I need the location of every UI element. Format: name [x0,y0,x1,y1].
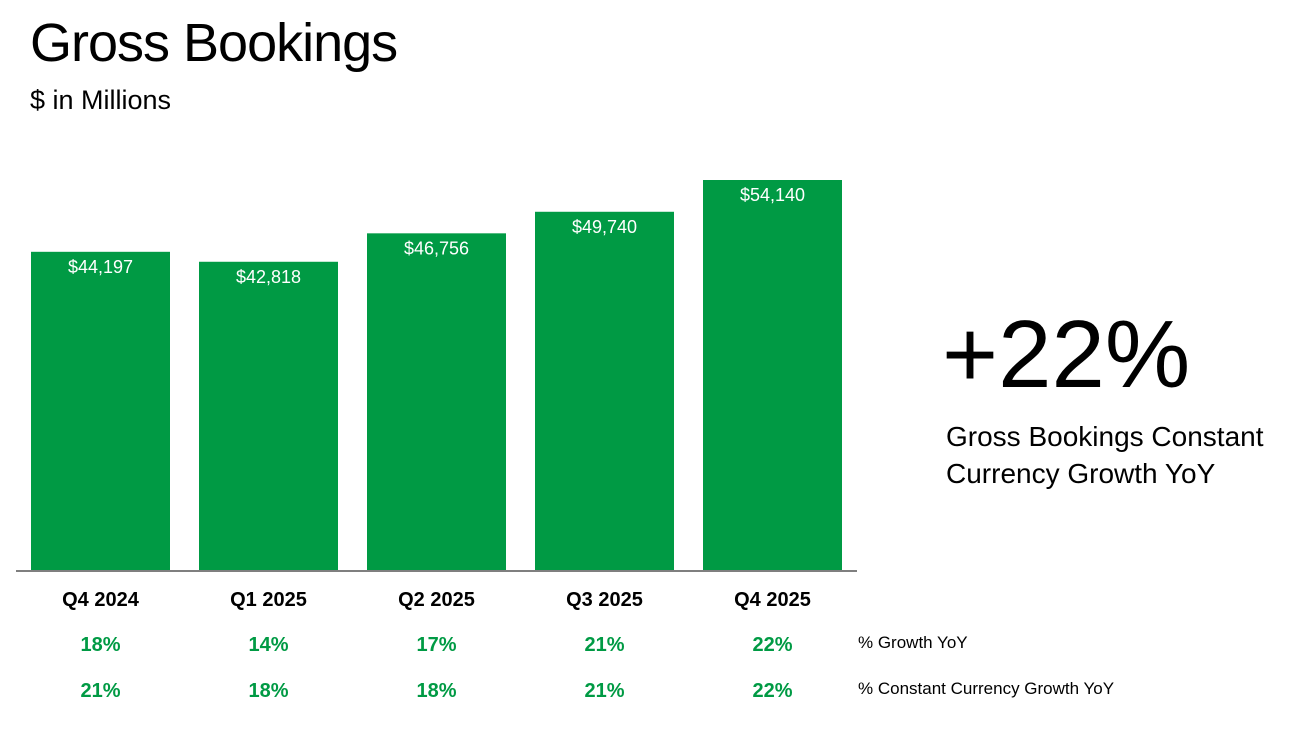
bar-value-label: $44,197 [68,257,133,277]
bar [703,180,842,571]
x-tick-label: Q4 2025 [734,589,811,611]
page-subtitle: $ in Millions [30,85,172,115]
bar [367,233,506,571]
bar-value-label: $49,740 [572,217,637,237]
cc-growth-yoy-value: 18% [416,680,456,702]
cc-growth-yoy-value: 21% [584,680,624,702]
growth-yoy-value: 18% [80,634,120,656]
bar [31,251,170,571]
kpi-label: Gross Bookings Constant Currency Growth … [946,421,1264,489]
x-tick-label: Q1 2025 [230,589,307,611]
x-tick-label: Q3 2025 [566,589,643,611]
cc-growth-yoy-value: 21% [80,680,120,702]
growth-yoy-value: 17% [416,634,456,656]
growth-yoy-value: 22% [752,634,792,656]
bar [535,211,674,572]
x-tick-label: Q4 2024 [62,589,140,611]
bar-value-label: $42,818 [236,267,301,287]
bar-value-label: $54,140 [740,185,805,205]
cc-growth-yoy-row-label: % Constant Currency Growth YoY [858,679,1115,698]
kpi-value: +22% [942,301,1191,408]
cc-growth-yoy-value: 18% [248,680,288,702]
bar-value-label: $46,756 [404,238,469,258]
bar [199,261,338,571]
growth-yoy-value: 14% [248,634,288,656]
cc-growth-yoy-value: 22% [752,680,792,702]
x-tick-label: Q2 2025 [398,589,475,611]
growth-yoy-row-label: % Growth YoY [858,633,968,652]
page-title: Gross Bookings [30,13,398,73]
growth-yoy-value: 21% [584,634,624,656]
